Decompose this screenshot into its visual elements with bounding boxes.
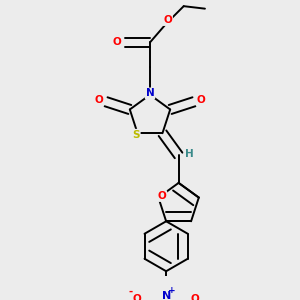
Text: O: O (94, 95, 103, 105)
Text: O: O (197, 95, 206, 105)
Text: H: H (184, 149, 193, 159)
Text: O: O (133, 294, 142, 300)
Text: N: N (161, 291, 171, 300)
Text: +: + (168, 286, 175, 296)
Text: N: N (146, 88, 154, 98)
Text: O: O (163, 15, 172, 25)
Text: -: - (128, 287, 133, 297)
Text: O: O (158, 191, 166, 201)
Text: S: S (132, 130, 140, 140)
Text: O: O (113, 38, 122, 47)
Text: O: O (191, 294, 200, 300)
